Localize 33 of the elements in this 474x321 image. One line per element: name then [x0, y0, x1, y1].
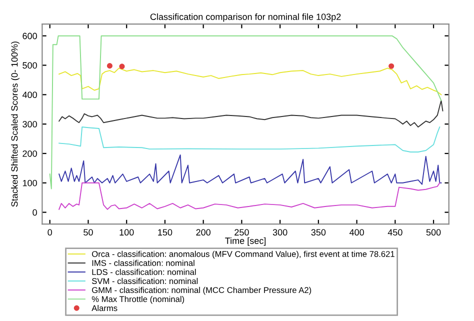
x-tick-label: 450	[388, 229, 402, 236]
legend-label: LDS - classification: nominal	[92, 268, 196, 276]
y-tick-label: 200	[22, 150, 37, 157]
y-tick-label: 0	[32, 209, 37, 216]
x-tick-label: 400	[349, 229, 364, 236]
legend-label: % Max Throttle (nominal)	[92, 296, 184, 304]
x-tick-label: 300	[272, 229, 288, 236]
x-tick-label: 150	[158, 229, 172, 236]
line-series	[49, 35, 442, 190]
line-series	[58, 182, 440, 210]
legend-label: IMS - classification: nominal	[92, 260, 194, 266]
y-axis-title: Stacked Shifted Scaled Scores (0- 100%)	[11, 42, 20, 207]
x-tick-label: 50	[84, 229, 93, 236]
x-tick-label: 100	[120, 229, 134, 236]
y-tick-label: 400	[22, 92, 37, 98]
legend-label: GMM - classification: nominal (MCC Chamber Pressure A2)	[92, 286, 312, 295]
legend-label: Alarms	[92, 304, 118, 312]
y-tick-label: 600	[22, 32, 37, 40]
x-tick-label: 500	[426, 229, 441, 236]
y-tick-label: 500	[22, 62, 37, 69]
x-tick-label: 200	[196, 229, 211, 236]
legend-label: Orca - classification: anomalous (MFV Command Value), first event at time 78.621	[92, 250, 394, 259]
legend-label: SVM - classification: nominal	[92, 278, 198, 284]
line-series	[58, 126, 440, 152]
line-series	[58, 154, 442, 185]
x-tick-label: 350	[311, 229, 326, 236]
y-tick-label: 100	[22, 180, 37, 186]
line-series	[58, 100, 444, 128]
y-tick-label: 300	[22, 121, 37, 128]
x-tick-label: 250	[234, 229, 249, 236]
chart-title: Classification comparison for nominal file 103p2	[150, 13, 341, 22]
x-tick-label: 0	[48, 229, 52, 236]
x-axis-title: Time [sec]	[225, 237, 266, 246]
